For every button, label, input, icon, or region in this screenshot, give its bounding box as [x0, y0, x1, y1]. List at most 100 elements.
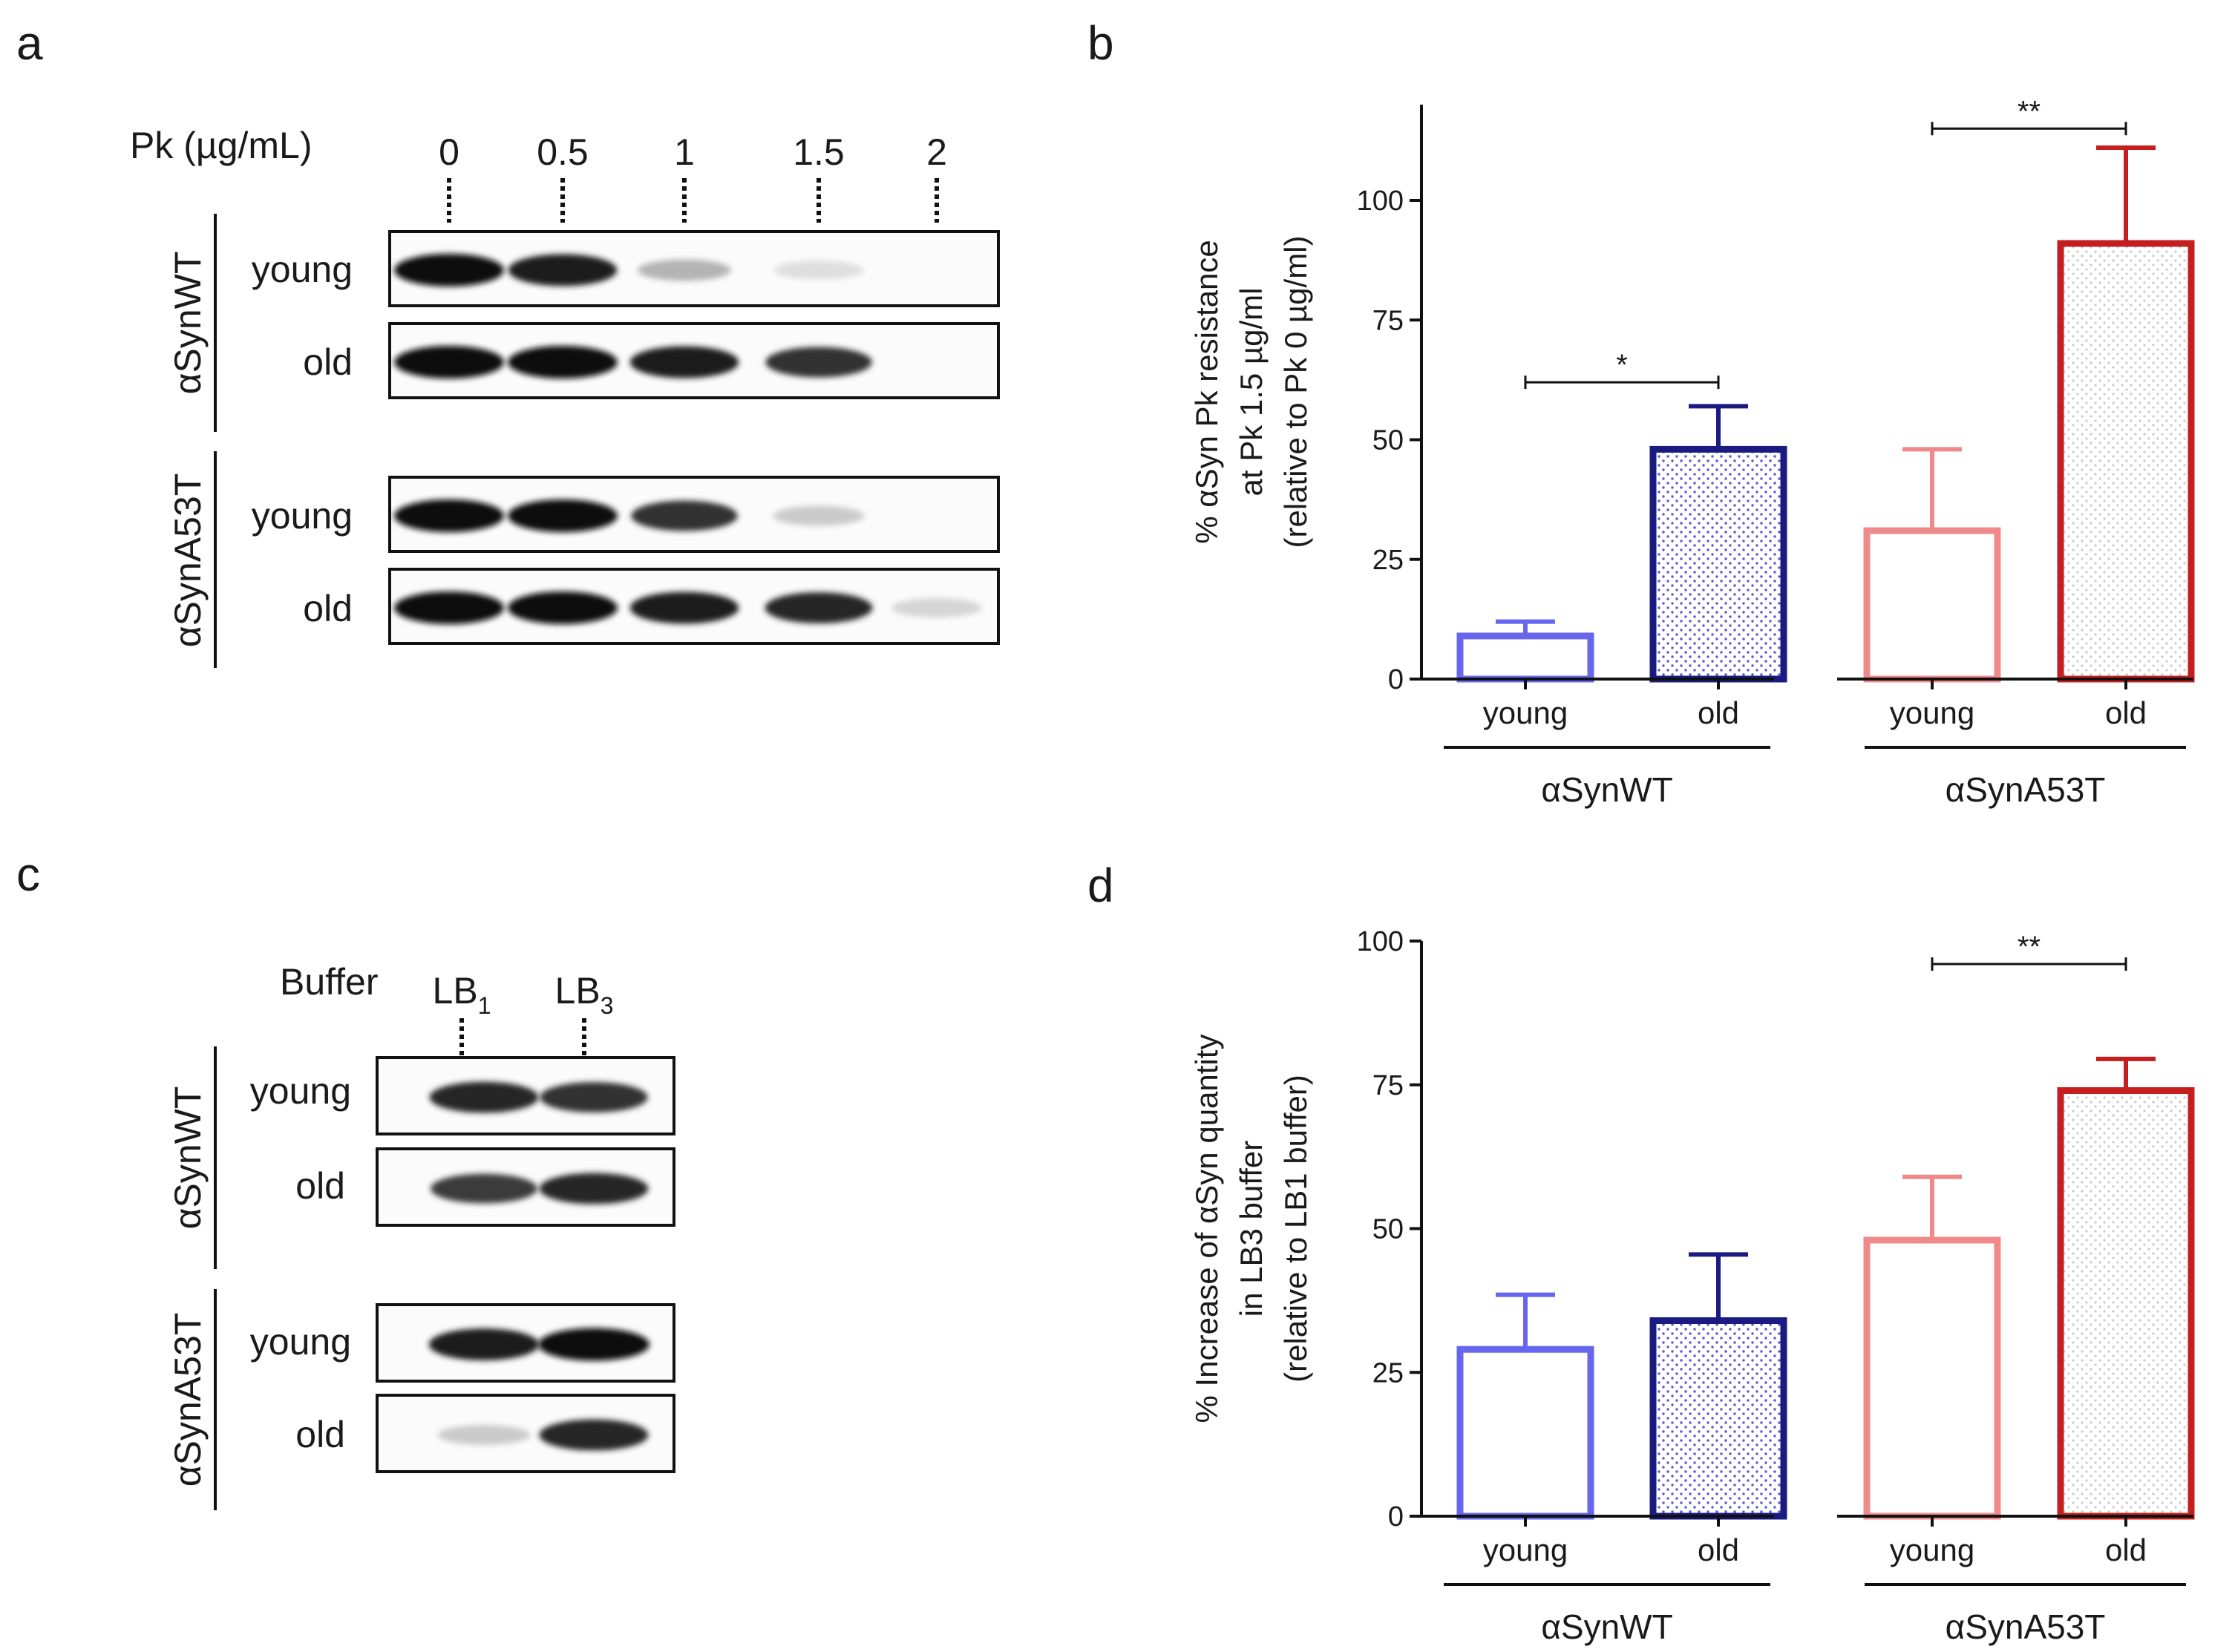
- blot-a-lane-1: 0.5: [537, 131, 589, 173]
- y-tick-label: 75: [1372, 305, 1404, 336]
- y-axis-label: at Pk 1.5 µg/ml: [1234, 288, 1269, 496]
- blot-band: [538, 1328, 649, 1361]
- y-axis-label: % Increase of αSyn quantity: [1189, 1035, 1224, 1423]
- bar: [1649, 1317, 1787, 1520]
- y-tick-label: 50: [1372, 1214, 1404, 1245]
- blot-a-group-label: αSynA53T: [167, 473, 209, 648]
- blot-a-lane-labels: 0 0.5 1 1.5 2: [439, 131, 947, 173]
- blot-c-axis-label: Buffer: [280, 961, 379, 1003]
- blot-band: [394, 591, 504, 624]
- group-label: αSynWT: [1541, 1607, 1672, 1646]
- blot-c-lane-1: LB3: [555, 970, 614, 1019]
- blot-a-row-label: young: [252, 495, 353, 537]
- blot-band: [773, 260, 864, 280]
- blot-band: [428, 1328, 540, 1361]
- blot-a-lane-4: 2: [926, 131, 947, 173]
- bar: [1456, 632, 1594, 683]
- blot-band: [631, 500, 738, 531]
- panel-letter-d: d: [1087, 859, 1114, 912]
- blot-band: [508, 591, 618, 624]
- blot-band: [394, 499, 504, 532]
- blot-a: Pk (µg/mL) 0 0.5 1 1.5 2 αSynWT αSynA53T…: [130, 125, 1000, 668]
- y-tick-label: 50: [1372, 425, 1404, 456]
- blot-a-lane-ticks: [447, 178, 939, 223]
- blot-band: [773, 505, 865, 526]
- blot-c-lane-1-sub: 3: [601, 992, 614, 1019]
- blot-band: [539, 1173, 649, 1204]
- blot-c-lane-0-sub: 1: [478, 992, 491, 1019]
- group-label: αSynWT: [1541, 770, 1672, 809]
- y-tick-label: 25: [1372, 545, 1404, 576]
- panel-letter-a: a: [16, 16, 43, 70]
- blot-a-lane-3: 1.5: [793, 131, 845, 173]
- blot-c-lane-ticks: [459, 1018, 586, 1060]
- blot-c-row-label: old: [295, 1414, 345, 1455]
- blot-band: [765, 592, 873, 623]
- blot-c-row-label: young: [250, 1070, 351, 1112]
- significance-label: **: [2018, 931, 2041, 963]
- panel-letter-b: b: [1087, 16, 1114, 70]
- blot-band: [508, 499, 618, 532]
- panel-letter-c: c: [16, 848, 40, 901]
- y-tick-label: 75: [1372, 1070, 1404, 1101]
- group-label: αSynA53T: [1946, 1607, 2106, 1646]
- blot-band: [437, 1425, 531, 1446]
- blot-band: [429, 1081, 539, 1113]
- group-label: αSynA53T: [1946, 770, 2106, 809]
- y-axis-label: (relative to Pk 0 µg/ml): [1278, 236, 1313, 548]
- x-tick-label: young: [1890, 695, 1974, 730]
- y-tick-label: 100: [1357, 186, 1404, 217]
- x-tick-label: young: [1890, 1533, 1974, 1567]
- blot-c-row-label: old: [295, 1165, 345, 1207]
- blot-c-bands: [428, 1081, 649, 1451]
- blot-band: [508, 254, 618, 286]
- blot-a-group-label: αSynWT: [167, 252, 209, 395]
- blot-band: [394, 254, 504, 286]
- y-tick-label: 0: [1388, 1501, 1404, 1533]
- blot-band: [394, 346, 504, 378]
- blot-band: [539, 1419, 649, 1451]
- bar: [2057, 1087, 2195, 1520]
- x-tick-label: young: [1483, 695, 1568, 730]
- bar: [2057, 240, 2195, 683]
- blot-a-row-label: old: [303, 341, 353, 383]
- blot-band: [638, 259, 731, 281]
- blot-a-lane-2: 1: [674, 131, 695, 173]
- bar: [1456, 1345, 1594, 1520]
- x-tick-label: young: [1483, 1533, 1568, 1567]
- x-tick-label: old: [2105, 1533, 2147, 1567]
- blot-a-axis-label: Pk (µg/mL): [130, 125, 312, 166]
- blot-a-row-label: old: [303, 588, 353, 629]
- x-tick-label: old: [1698, 1533, 1739, 1567]
- y-tick-label: 25: [1372, 1357, 1404, 1389]
- blot-c-row-label: young: [250, 1321, 351, 1363]
- blot-band: [431, 1173, 537, 1204]
- blot-a-bands: [394, 254, 982, 624]
- blot-c-group-label: αSynA53T: [167, 1313, 209, 1487]
- y-axis-label: (relative to LB1 buffer): [1278, 1075, 1313, 1383]
- blot-a-row-label: young: [252, 249, 353, 290]
- y-tick-label: 0: [1388, 664, 1404, 695]
- blot-band: [765, 347, 872, 378]
- blot-c: Buffer LB1 LB3 αSynWT αSynA53T young old…: [167, 961, 675, 1510]
- blot-c-lane-1-main: LB: [555, 970, 601, 1012]
- chart-d: 0 25 50 75 100 % Increase of αSyn quantity in …: [1189, 926, 2195, 1646]
- bar: [1649, 445, 1787, 683]
- significance-label: *: [1616, 349, 1628, 381]
- y-tick-label: 100: [1357, 926, 1404, 957]
- blot-c-group-label: αSynWT: [167, 1086, 209, 1230]
- blot-band: [540, 1082, 648, 1113]
- blot-a-lane-0: 0: [439, 131, 459, 173]
- x-tick-label: old: [2105, 695, 2147, 730]
- y-axis-label: in LB3 buffer: [1234, 1141, 1269, 1317]
- blot-c-lane-0-main: LB: [433, 970, 478, 1012]
- bar: [1863, 1236, 2001, 1520]
- blot-band: [629, 591, 739, 624]
- bar: [1863, 527, 2001, 683]
- chart-b: 0 25 50 75 100 % αSyn Pk resistance at Pk 1.5 …: [1189, 95, 2195, 809]
- blot-band: [629, 346, 739, 378]
- blot-c-lane-0: LB1: [433, 970, 491, 1019]
- y-axis-label: % αSyn Pk resistance: [1189, 240, 1224, 543]
- x-tick-label: old: [1698, 695, 1739, 730]
